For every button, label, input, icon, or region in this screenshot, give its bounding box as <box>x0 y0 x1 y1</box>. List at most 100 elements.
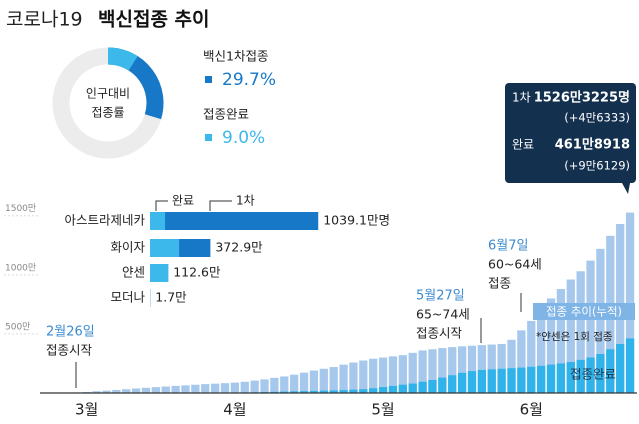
bar <box>270 377 279 393</box>
bar <box>625 338 635 393</box>
bar <box>408 352 417 393</box>
legend-label: 백신1차접종 <box>203 49 268 64</box>
bar <box>112 389 121 393</box>
bar <box>596 248 605 393</box>
bar <box>378 357 388 393</box>
bar <box>122 389 131 393</box>
bar <box>408 383 417 393</box>
bar <box>487 344 496 393</box>
bar <box>418 381 427 393</box>
bar <box>497 368 506 393</box>
bar <box>309 390 319 393</box>
note: *얀센은 1회 접종 <box>536 330 613 343</box>
bar <box>349 389 358 393</box>
bar <box>556 289 566 393</box>
bar <box>507 368 516 393</box>
annotation-text: 접종시작 <box>416 326 463 341</box>
bar <box>388 356 398 393</box>
bar <box>260 379 269 393</box>
bar <box>151 387 160 393</box>
bar <box>290 374 299 393</box>
bar <box>616 343 625 393</box>
bar <box>527 320 536 393</box>
x-tick-label: 6월 <box>520 401 543 419</box>
bar <box>92 391 101 393</box>
bar <box>556 363 566 393</box>
value-label: 372.9만 <box>215 240 263 255</box>
donut-segment <box>107 47 138 71</box>
bar <box>150 212 319 230</box>
bar <box>467 345 477 393</box>
bar <box>477 369 487 393</box>
bar <box>299 372 309 393</box>
bar <box>369 358 378 393</box>
bar <box>250 380 259 393</box>
summary-delta: (+9만6129) <box>564 159 630 173</box>
center-label: 인구대비 <box>86 87 130 101</box>
bar <box>448 375 457 393</box>
summary-box <box>505 83 636 183</box>
bar <box>448 347 457 393</box>
bar <box>546 364 556 393</box>
bar <box>201 384 210 393</box>
value-label: 112.6만 <box>173 265 221 280</box>
value-label: 9.0% <box>222 128 265 148</box>
bar <box>537 365 546 393</box>
bar <box>299 391 309 393</box>
bar <box>369 388 378 393</box>
bar <box>349 362 358 393</box>
series-label-box <box>533 303 635 320</box>
summary-value: 461만8918 <box>555 137 630 153</box>
x-tick-label: 5월 <box>371 401 394 419</box>
annotation-text: 접종시작 <box>46 343 93 358</box>
bar <box>191 384 200 393</box>
bar <box>171 385 180 393</box>
bar <box>418 350 427 393</box>
value-label: 1039.1만명 <box>323 213 390 228</box>
bar <box>566 362 575 393</box>
annotation-text: 접종 <box>488 276 511 291</box>
bar <box>230 382 240 393</box>
bar <box>438 377 447 393</box>
bar <box>596 354 605 393</box>
bar <box>487 369 496 393</box>
bar <box>329 390 338 393</box>
annotation-date: 2월26일 <box>46 325 95 340</box>
bar <box>290 391 299 393</box>
bar <box>398 384 407 393</box>
bar <box>438 348 447 393</box>
bar <box>141 387 151 393</box>
bar <box>378 387 388 393</box>
bar <box>576 271 585 393</box>
bar <box>319 368 328 393</box>
summary-pointer <box>622 183 630 194</box>
bar <box>339 364 348 393</box>
bar <box>457 372 467 393</box>
bar <box>527 366 536 393</box>
legend-label: 1차 <box>236 194 255 208</box>
bar <box>319 390 328 393</box>
category-label: 얀센 <box>122 265 145 280</box>
bar <box>150 212 166 230</box>
bar <box>586 260 595 393</box>
bar <box>210 383 220 393</box>
y-tick-label: 500만 <box>5 321 30 332</box>
bar <box>477 345 487 393</box>
bar <box>181 385 190 393</box>
bar <box>497 343 506 393</box>
bar <box>280 376 289 393</box>
series-name: 접종완료 <box>570 367 616 382</box>
summary-value: 1526만3225명 <box>534 90 630 106</box>
legend-label: 접종완료 <box>203 107 249 122</box>
bar <box>428 380 437 393</box>
bar <box>359 389 368 393</box>
bar <box>131 388 141 393</box>
bar <box>467 371 477 393</box>
bar <box>507 339 516 393</box>
x-tick-label: 3월 <box>75 401 98 419</box>
bar <box>240 381 249 393</box>
bar <box>398 355 407 393</box>
category-label: 화이자 <box>110 240 145 255</box>
bar <box>150 264 169 282</box>
bar <box>537 310 546 393</box>
